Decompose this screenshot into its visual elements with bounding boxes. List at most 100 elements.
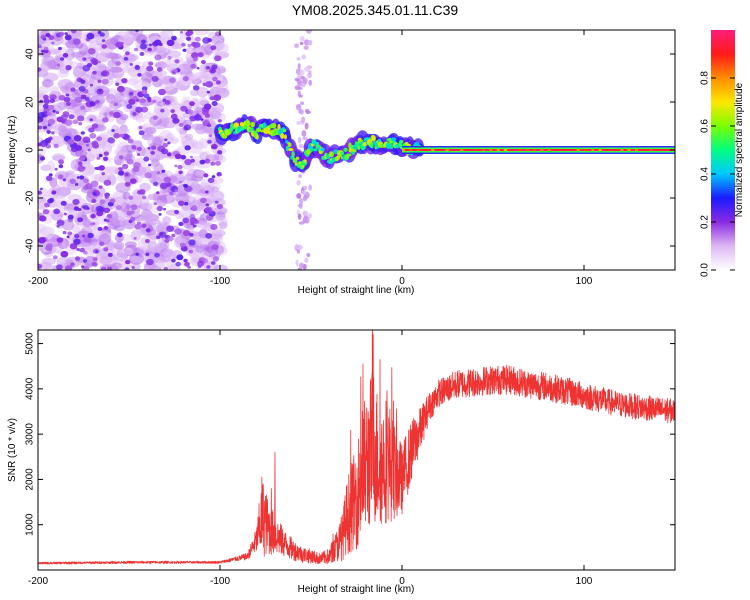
noise-blob <box>58 46 62 51</box>
noise-blob <box>64 265 73 270</box>
noise-blob <box>211 244 219 251</box>
noise-blob <box>42 94 49 100</box>
noise-blob <box>92 70 97 75</box>
noise-blob <box>170 35 177 41</box>
signal-core-blob <box>303 159 307 163</box>
noise-blob <box>161 169 166 173</box>
y-tick-label: 2000 <box>25 468 36 491</box>
signal-core-blob <box>372 135 376 142</box>
noise-haze <box>211 190 225 202</box>
noise-blob <box>124 181 131 187</box>
noise-blob <box>212 256 220 262</box>
noise-blob <box>179 242 186 248</box>
noise-blob <box>144 238 150 244</box>
strip-blob <box>297 204 303 208</box>
noise-blob <box>204 119 209 124</box>
noise-blob <box>83 236 92 243</box>
tone-segment <box>562 149 566 151</box>
signal-core-blob <box>389 143 394 150</box>
noise-blob <box>56 219 65 226</box>
noise-blob <box>156 235 161 240</box>
noise-blob <box>215 160 221 166</box>
noise-blob <box>77 165 85 172</box>
noise-blob <box>78 122 83 126</box>
noise-blob <box>139 43 147 50</box>
signal-core-blob <box>293 159 298 163</box>
noise-haze <box>42 55 55 66</box>
noise-blob <box>89 133 97 139</box>
noise-blob <box>103 179 112 186</box>
noise-blob <box>45 175 53 181</box>
signal-core-blob <box>343 147 348 152</box>
noise-blob <box>83 250 88 255</box>
noise-blob <box>178 170 183 175</box>
noise-blob <box>103 247 109 252</box>
snr-ylabel: SNR (10 * v/v) <box>7 418 18 482</box>
signal-core-blob <box>221 134 228 139</box>
noise-haze <box>184 173 197 182</box>
tone-segment <box>634 149 638 151</box>
noise-blob <box>153 202 157 206</box>
strip-blob <box>296 121 301 125</box>
noise-blob <box>139 98 146 104</box>
noise-blob <box>191 41 198 47</box>
noise-blob <box>168 77 176 84</box>
noise-blob <box>72 198 80 206</box>
noise-blob <box>74 96 83 103</box>
colorbar-tick-label: 0.6 <box>700 119 711 133</box>
noise-haze <box>181 96 192 109</box>
noise-blob <box>97 30 102 35</box>
noise-blob <box>99 241 105 246</box>
noise-haze <box>154 259 166 269</box>
noise-blob <box>38 44 42 49</box>
noise-blob <box>51 131 55 135</box>
noise-blob <box>185 36 192 41</box>
noise-blob <box>148 61 154 66</box>
tone-segment <box>496 149 500 151</box>
noise-blob <box>181 42 186 47</box>
noise-haze <box>156 100 166 107</box>
tone-segment <box>416 149 420 151</box>
noise-blob <box>102 117 109 123</box>
noise-blob <box>79 78 84 82</box>
noise-blob <box>60 200 67 206</box>
noise-blob <box>47 118 56 125</box>
noise-haze <box>163 248 175 260</box>
noise-blob <box>51 190 57 195</box>
noise-blob <box>216 203 223 210</box>
y-tick-label: 40 <box>25 48 36 60</box>
noise-blob <box>38 190 43 195</box>
signal-core-blob <box>291 151 295 158</box>
noise-blob <box>38 237 46 244</box>
noise-blob <box>162 98 167 102</box>
noise-blob <box>66 235 70 239</box>
noise-blob <box>91 198 97 204</box>
noise-blob <box>188 239 196 246</box>
strip-blob <box>301 54 307 60</box>
noise-blob <box>98 185 103 189</box>
noise-blob <box>199 159 206 165</box>
noise-blob <box>192 57 198 62</box>
strip-blob <box>297 63 301 69</box>
noise-haze <box>194 170 205 178</box>
noise-haze <box>39 262 52 270</box>
noise-haze <box>118 35 133 45</box>
colorbar-tick-label: 0.8 <box>700 71 711 85</box>
colorbar-gradient <box>711 30 735 270</box>
noise-blob <box>187 109 194 115</box>
strip-blob <box>296 179 301 186</box>
colorbar-label: Normalized spectral amplitude <box>734 82 745 217</box>
noise-blob <box>38 142 43 147</box>
noise-blob <box>163 207 167 211</box>
noise-blob <box>64 32 69 36</box>
noise-blob <box>146 65 154 72</box>
tone-segment <box>445 149 449 151</box>
strip-blob <box>306 253 311 258</box>
noise-blob <box>95 99 100 104</box>
noise-blob <box>96 156 101 160</box>
noise-haze <box>147 241 159 253</box>
noise-haze <box>113 241 125 250</box>
noise-blob <box>174 209 180 215</box>
x-tick-label: -200 <box>28 576 48 587</box>
noise-haze <box>190 123 206 130</box>
